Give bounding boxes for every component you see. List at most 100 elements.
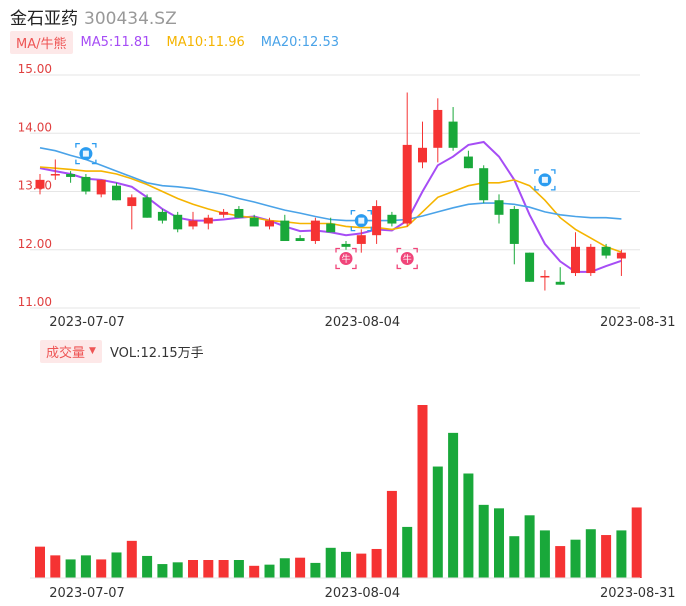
candle-body bbox=[341, 243, 351, 247]
volume-bar bbox=[616, 530, 627, 578]
volume-bar bbox=[111, 552, 122, 578]
volume-bar bbox=[172, 562, 183, 578]
volume-bar bbox=[249, 565, 260, 578]
candle-body bbox=[219, 211, 229, 215]
marker-bracket bbox=[91, 142, 97, 148]
ma20-line bbox=[39, 147, 622, 222]
volume-bar bbox=[463, 473, 474, 578]
volume-bar bbox=[341, 551, 351, 578]
volume-bar bbox=[218, 560, 229, 578]
candle-body bbox=[479, 168, 489, 201]
candle-body bbox=[96, 179, 106, 195]
volume-bar bbox=[509, 536, 520, 578]
volume-bar bbox=[524, 515, 535, 578]
candle-body bbox=[142, 197, 152, 218]
marker-bracket bbox=[75, 142, 80, 148]
volume-bar bbox=[126, 540, 137, 578]
marker-bracket bbox=[75, 159, 80, 165]
candle-body bbox=[66, 174, 76, 177]
marker-bracket bbox=[413, 247, 418, 253]
marker-dot bbox=[339, 251, 353, 265]
marker-bracket bbox=[550, 169, 556, 174]
volume-value: VOL:12.15万手 bbox=[109, 345, 204, 361]
marker-bracket bbox=[396, 264, 402, 270]
volume-bar bbox=[386, 490, 397, 578]
volume-bar bbox=[325, 547, 336, 578]
marker-bracket bbox=[352, 247, 357, 253]
volume-bar bbox=[371, 548, 382, 578]
candle-body bbox=[356, 235, 366, 244]
volume-bar bbox=[80, 555, 91, 578]
volume-bar bbox=[585, 529, 596, 578]
x-tick-label: 2023-08-04 bbox=[325, 315, 401, 330]
candle-body bbox=[433, 109, 443, 148]
candle-body bbox=[463, 156, 473, 169]
ma-indicator-tag[interactable]: MA/牛熊 bbox=[10, 30, 73, 54]
candle-body bbox=[586, 246, 596, 274]
marker-bracket bbox=[534, 169, 539, 174]
candle-body bbox=[188, 220, 198, 227]
volume-bar bbox=[478, 504, 489, 578]
marker-bracket bbox=[350, 226, 356, 232]
candlestick-chart[interactable]: 15.00 14.00 13.00 12.00 11.00 牛 牛 2023-07-07 202… bbox=[0, 60, 686, 330]
volume-bar bbox=[142, 555, 153, 578]
ma10-line bbox=[39, 166, 622, 253]
volume-bar bbox=[188, 560, 198, 578]
y-tick-label: 12.00 bbox=[18, 237, 52, 251]
candle-body bbox=[402, 144, 412, 224]
marker-bracket bbox=[335, 247, 340, 253]
volume-bar-chart[interactable]: 2023-07-07 2023-08-04 2023-08-31 bbox=[0, 365, 686, 606]
volume-bar bbox=[555, 546, 566, 578]
candle-body bbox=[157, 211, 167, 221]
volume-indicator-tag[interactable]: 成交量 ▼ bbox=[40, 339, 102, 363]
stock-code: 300434.SZ bbox=[84, 9, 177, 29]
candle-body bbox=[310, 220, 320, 242]
volume-bar bbox=[402, 526, 413, 578]
dropdown-caret-icon: ▼ bbox=[89, 346, 96, 356]
volume-bar bbox=[50, 555, 61, 578]
volume-bar bbox=[233, 560, 244, 578]
volume-bar bbox=[35, 546, 45, 578]
marker-bracket bbox=[550, 185, 556, 191]
candle-body bbox=[509, 208, 519, 244]
y-tick-label: 14.00 bbox=[18, 120, 52, 134]
candle-body bbox=[616, 252, 626, 259]
candle-body bbox=[295, 238, 305, 242]
candle-body bbox=[326, 223, 336, 233]
y-tick-label: 13.00 bbox=[18, 179, 52, 193]
y-tick-label: 15.00 bbox=[18, 62, 52, 76]
volume-bar bbox=[417, 405, 428, 578]
candle-body bbox=[448, 121, 458, 148]
volume-bar bbox=[279, 558, 290, 578]
candle-body bbox=[112, 185, 121, 201]
candle-body bbox=[280, 220, 290, 242]
marker-bracket bbox=[413, 264, 418, 270]
candle-body bbox=[525, 252, 535, 282]
bear-marker-icon bbox=[534, 169, 556, 191]
volume-bar bbox=[601, 535, 612, 578]
candle-body bbox=[571, 246, 580, 274]
candle-body bbox=[601, 246, 611, 256]
candle-body bbox=[173, 214, 183, 230]
volume-bar bbox=[539, 530, 550, 578]
y-tick-label: 11.00 bbox=[18, 295, 52, 309]
candle-body bbox=[418, 147, 427, 163]
candle-body bbox=[234, 208, 244, 218]
candle-body bbox=[372, 206, 382, 236]
x-tick-label: 2023-08-04 bbox=[325, 586, 401, 601]
bear-marker-icon bbox=[350, 209, 372, 232]
volume-bar bbox=[570, 539, 581, 578]
marker-bracket bbox=[350, 209, 356, 215]
volume-bar bbox=[264, 564, 275, 578]
bull-marker-icon: 牛 bbox=[335, 247, 357, 270]
marker-bracket bbox=[367, 226, 372, 232]
candle-body bbox=[555, 281, 565, 285]
ma5-legend-item: MA5:11.81 bbox=[80, 34, 151, 50]
volume-bar bbox=[295, 557, 306, 578]
ma10-legend-item: MA10:11.96 bbox=[166, 34, 245, 50]
volume-bar bbox=[96, 559, 107, 578]
x-tick-label: 2023-07-07 bbox=[49, 586, 125, 601]
marker-bracket bbox=[352, 264, 357, 270]
stock-title: 金石亚药 300434.SZ bbox=[10, 4, 177, 29]
bear-glyph bbox=[541, 176, 548, 183]
